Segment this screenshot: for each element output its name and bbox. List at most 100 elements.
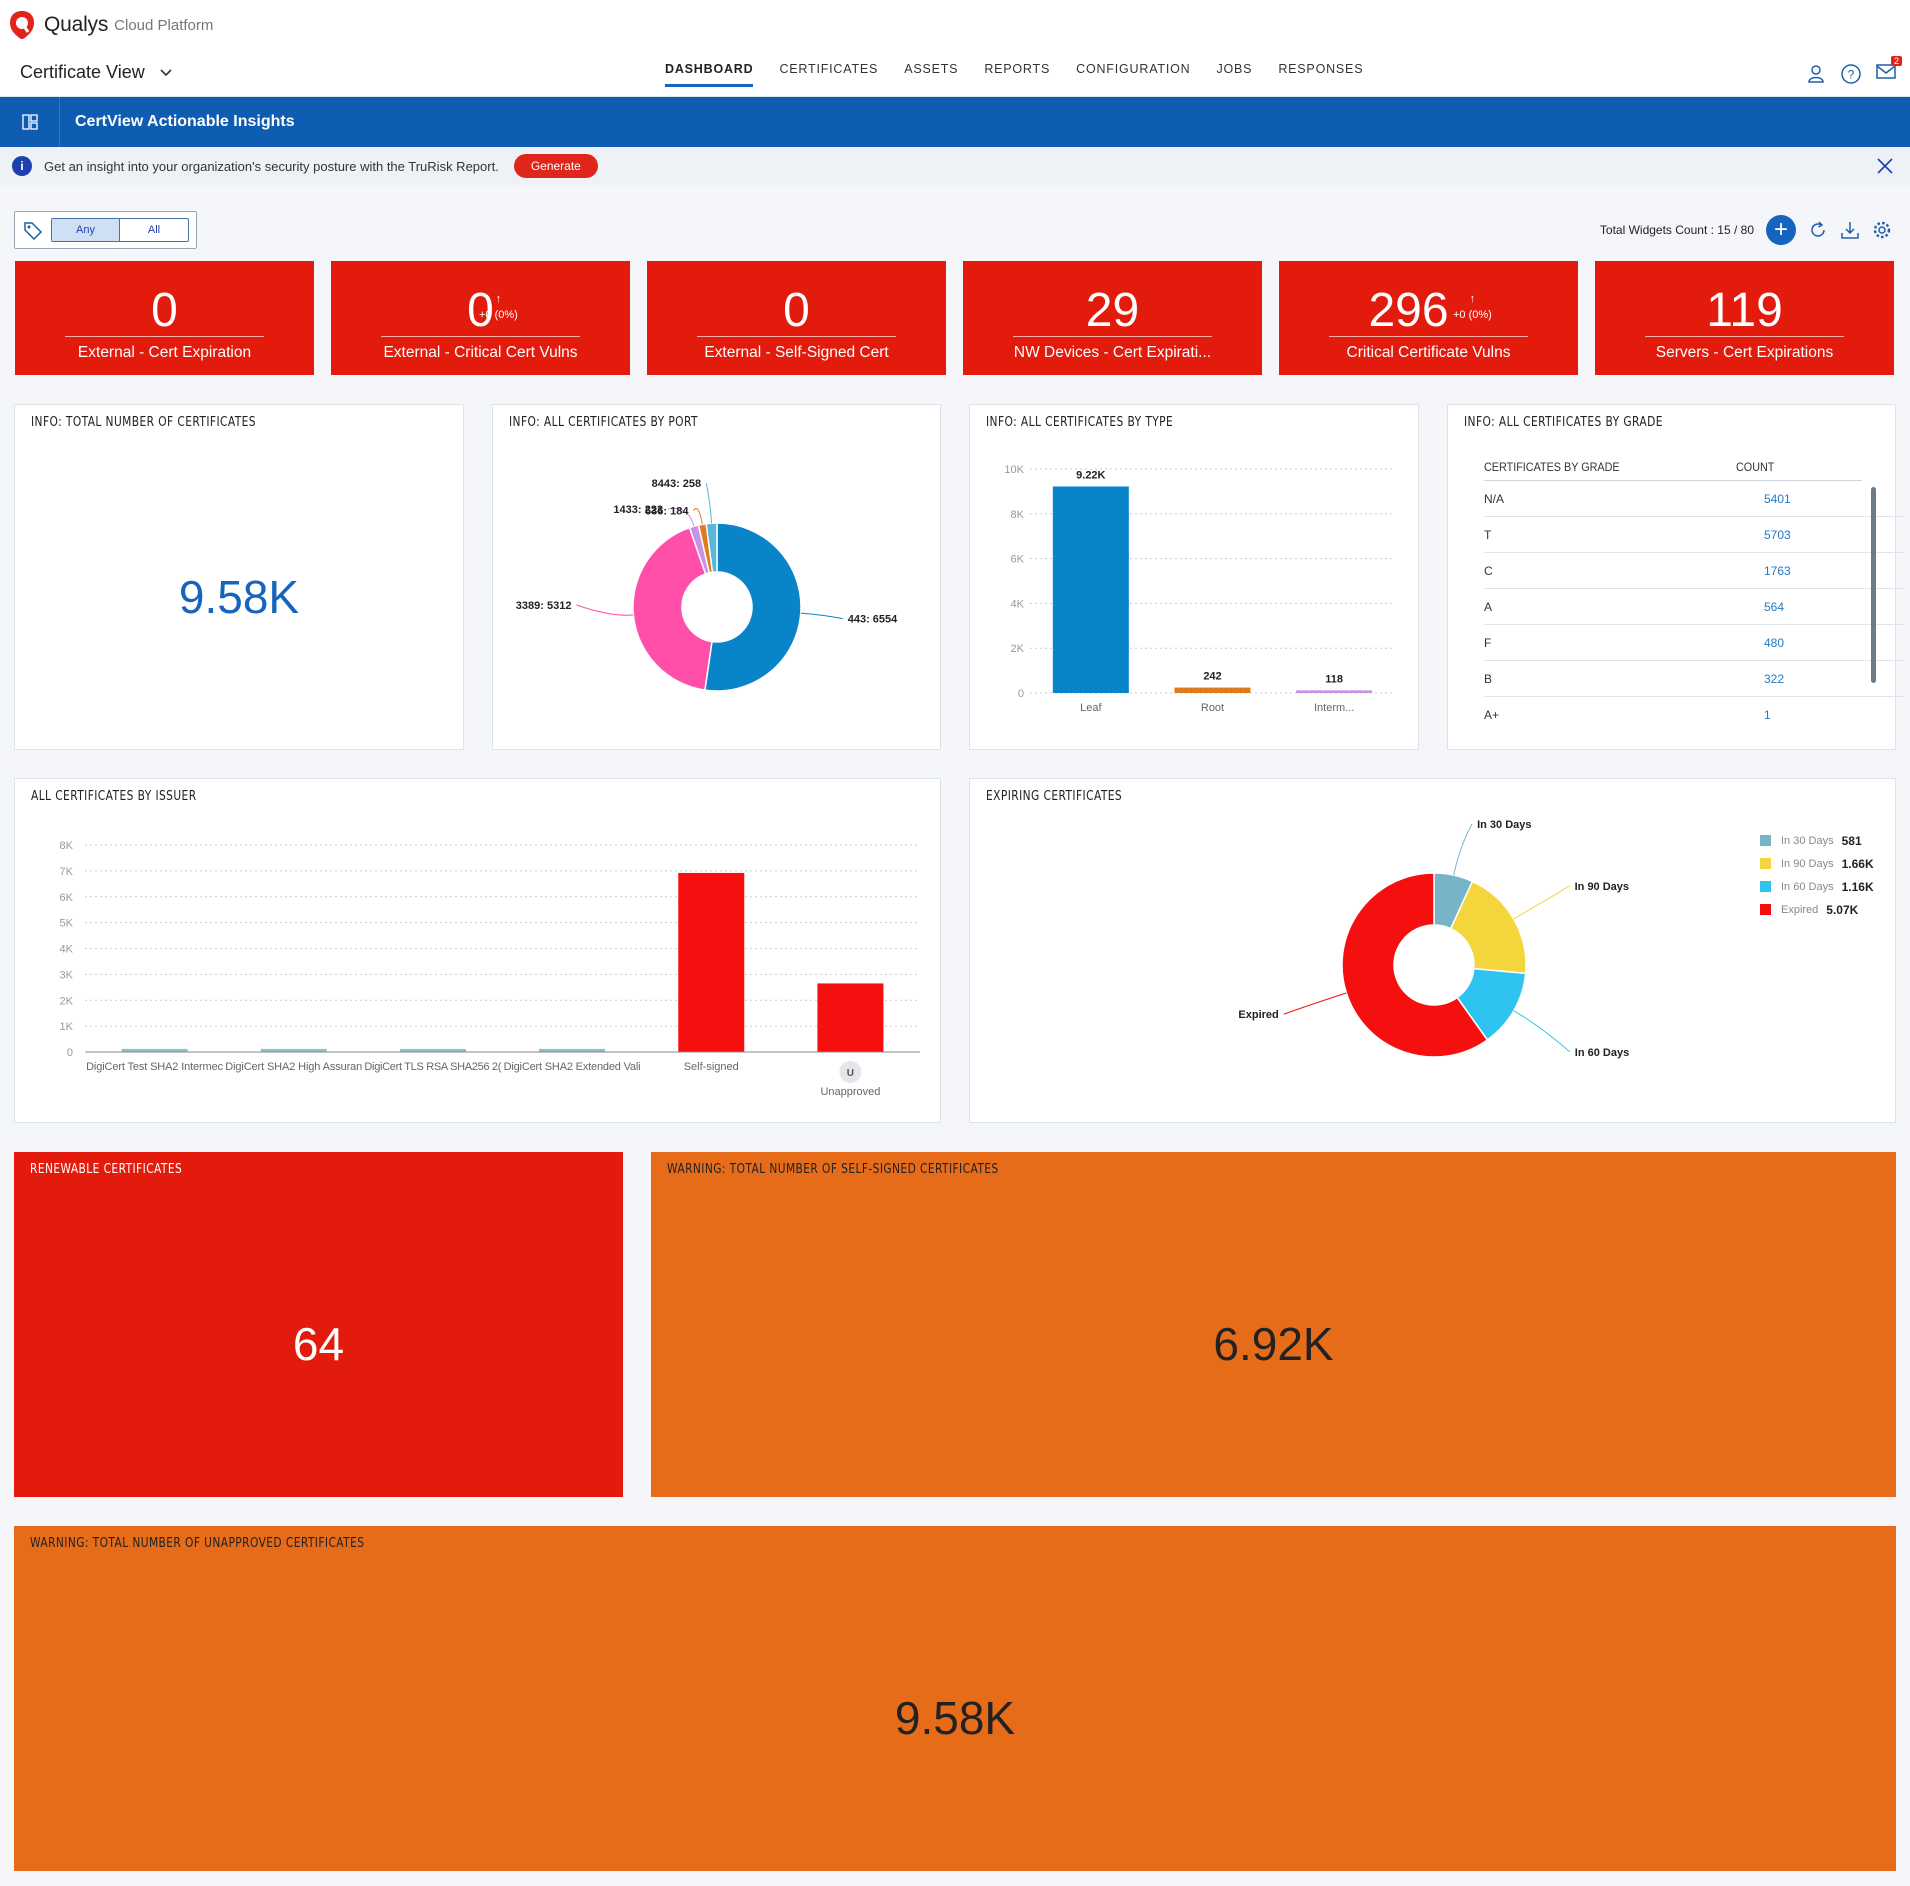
donut-slice[interactable] [632, 526, 713, 691]
unapproved-certificates-widget[interactable]: WARNING: TOTAL NUMBER OF UNAPPROVED CERT… [14, 1526, 1896, 1871]
qualys-logo-icon [10, 11, 34, 39]
legend-value: 1.16K [1841, 879, 1874, 894]
widget-title: INFO: ALL CERTIFICATES BY PORT [509, 415, 698, 430]
user-icon[interactable] [1806, 64, 1826, 84]
leader-line [1513, 885, 1570, 920]
nav-certificates[interactable]: CERTIFICATES [779, 62, 879, 76]
bar[interactable] [399, 1048, 466, 1052]
notification-badge: 2 [1890, 56, 1902, 66]
bar[interactable] [678, 872, 745, 1052]
certs-by-port-widget[interactable]: INFO: ALL CERTIFICATES BY PORT 443: 6554… [492, 404, 941, 750]
y-tick-label: 3K [60, 969, 74, 981]
legend-item[interactable]: In 30 Days 581 [1760, 829, 1874, 852]
nav-jobs[interactable]: JOBS [1216, 62, 1253, 76]
notifications[interactable]: 2 [1876, 56, 1902, 85]
nav-assets[interactable]: ASSETS [904, 62, 959, 76]
legend-item[interactable]: In 90 Days 1.66K [1760, 852, 1874, 875]
donut-slice[interactable] [1341, 872, 1489, 1058]
count-cell[interactable]: 1 [1764, 708, 1771, 722]
count-cell[interactable]: 322 [1764, 671, 1785, 686]
y-tick-label: 6K [60, 892, 74, 904]
kpi-label: Critical Certificate Vulns [1346, 344, 1511, 361]
slice-label: 3389: 5312 [516, 600, 572, 612]
table-row[interactable]: A 564 [1484, 589, 1904, 625]
y-tick-label: 4K [60, 944, 74, 956]
table-row[interactable]: B 322 [1484, 661, 1904, 697]
nav-reports[interactable]: REPORTS [984, 62, 1051, 76]
bar[interactable] [817, 983, 884, 1052]
help-icon[interactable]: ? [1840, 63, 1862, 85]
kpi-external-self-signed-cert[interactable]: 0 External - Self-Signed Cert [647, 261, 946, 375]
kpi-value: 0 [783, 284, 810, 337]
kpi-delta: ↑ +0 (0%) [1453, 291, 1492, 323]
module-switcher[interactable]: Certificate View [20, 62, 173, 83]
kpi-servers-cert-expirations[interactable]: 119 Servers - Cert Expirations [1595, 261, 1894, 375]
kpi-divider [1329, 336, 1528, 337]
donut-slice[interactable] [1449, 880, 1527, 975]
match-all-option[interactable]: All [147, 224, 161, 236]
legend-swatch [1760, 835, 1771, 846]
bar[interactable] [121, 1048, 188, 1052]
expiring-certificates-widget[interactable]: EXPIRING CERTIFICATES In 30 Days In 90 Da… [969, 778, 1896, 1123]
legend-swatch [1760, 881, 1771, 892]
widget-title: WARNING: TOTAL NUMBER OF UNAPPROVED CERT… [30, 1536, 365, 1551]
self-signed-certificates-widget[interactable]: WARNING: TOTAL NUMBER OF SELF-SIGNED CER… [651, 1152, 1896, 1497]
total-certificates-widget[interactable]: INFO: TOTAL NUMBER OF CERTIFICATES 9.58K [14, 404, 464, 750]
count-cell[interactable]: 5703 [1764, 527, 1791, 542]
count-column-header[interactable]: COUNT [1736, 459, 1775, 474]
close-icon[interactable] [1876, 157, 1894, 175]
count-cell[interactable]: 1763 [1764, 563, 1791, 578]
table-scrollbar[interactable] [1871, 487, 1876, 683]
kpi-external-critical-cert-vulns[interactable]: 0 ↑ +0 (0%) External - Critical Cert Vuln… [331, 261, 630, 375]
match-any-option[interactable]: Any [52, 219, 120, 241]
count-cell[interactable]: 5401 [1764, 491, 1791, 506]
settings-icon[interactable] [1872, 220, 1892, 240]
table-row[interactable]: F 480 [1484, 625, 1904, 661]
count-cell[interactable]: 564 [1764, 599, 1785, 614]
kpi-nw-devices-cert-expiration[interactable]: 29 NW Devices - Cert Expirati... [963, 261, 1262, 375]
bar[interactable] [1296, 690, 1373, 693]
table-row[interactable]: A+ 1 [1484, 697, 1904, 733]
self-signed-value: 6.92K [1213, 1318, 1334, 1370]
legend-label: In 90 Days [1781, 857, 1834, 870]
legend-item[interactable]: In 60 Days 1.16K [1760, 875, 1874, 898]
grade-cell: F [1484, 635, 1492, 650]
certs-by-issuer-widget[interactable]: ALL CERTIFICATES BY ISSUER 0 1K 2K 3K 4K 5K 6K… [14, 778, 941, 1123]
dashboard-menu-button[interactable] [0, 97, 60, 147]
donut-slice[interactable] [705, 522, 718, 574]
slice-label: In 90 Days [1575, 881, 1629, 893]
kpi-external-cert-expiration[interactable]: 0 External - Cert Expiration [15, 261, 314, 375]
table-row[interactable]: T 5703 [1484, 517, 1904, 553]
download-icon[interactable] [1840, 220, 1860, 240]
nav-responses[interactable]: RESPONSES [1278, 62, 1364, 76]
bar[interactable] [1174, 687, 1251, 693]
kpi-label: NW Devices - Cert Expirati... [1013, 344, 1212, 361]
slice-label: 1433: 223 [613, 504, 663, 516]
kpi-critical-certificate-vulns[interactable]: 296 ↑ +0 (0%) Critical Certificate Vulns [1279, 261, 1578, 375]
certs-by-grade-widget[interactable]: INFO: ALL CERTIFICATES BY GRADE CERTIFIC… [1447, 404, 1904, 750]
table-row[interactable]: C 1763 [1484, 553, 1904, 589]
grade-column-header[interactable]: CERTIFICATES BY GRADE [1484, 459, 1620, 474]
donut-slice[interactable] [704, 522, 802, 692]
certs-by-type-widget[interactable]: INFO: ALL CERTIFICATES BY TYPE 0 2K 4K 6K 8K… [969, 404, 1419, 750]
leader-line [1283, 992, 1347, 1015]
x-tick-label: Root [1201, 702, 1224, 714]
nav-dashboard[interactable]: DASHBOARD [665, 62, 754, 87]
expiring-legend: In 30 Days 581 In 90 Days 1.66K In 60 Days… [1760, 829, 1874, 921]
legend-item[interactable]: Expired 5.07K [1760, 898, 1874, 921]
refresh-icon[interactable] [1808, 220, 1828, 240]
bar[interactable] [539, 1048, 606, 1052]
bar[interactable] [1052, 486, 1129, 693]
x-tick-label: Self-signed [684, 1061, 739, 1073]
generate-button[interactable]: Generate [513, 154, 598, 178]
bar[interactable] [260, 1048, 327, 1052]
nav-configuration[interactable]: CONFIGURATION [1076, 62, 1191, 76]
table-row[interactable]: N/A 5401 [1484, 481, 1904, 517]
slice-label: Expired [1238, 1009, 1278, 1021]
qualys-logo[interactable]: Qualys Cloud Platform [8, 10, 213, 40]
legend-value: 581 [1841, 833, 1862, 848]
count-cell[interactable]: 480 [1764, 635, 1785, 650]
tag-icon[interactable] [23, 220, 43, 240]
add-widget-button[interactable]: + [1766, 215, 1796, 245]
renewable-certificates-widget[interactable]: RENEWABLE CERTIFICATES 64 [14, 1152, 623, 1497]
